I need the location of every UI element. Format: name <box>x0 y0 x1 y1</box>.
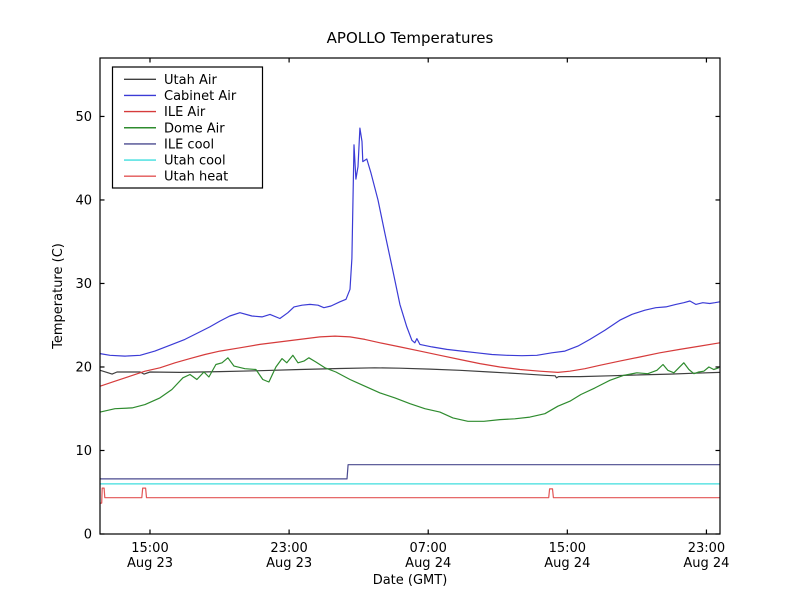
series-line-cabinet-air <box>100 127 720 357</box>
x-tick-date: Aug 23 <box>266 556 312 571</box>
series-lines <box>100 127 720 504</box>
legend-item-utah-cool: Utah cool <box>124 154 226 169</box>
legend-label: Utah heat <box>164 170 228 185</box>
x-tick-time: 23:00 <box>688 541 725 556</box>
series-line-dome-air <box>100 354 719 422</box>
legend-label: ILE cool <box>164 137 214 152</box>
y-axis-ticks: 0 10 20 30 40 50 <box>75 110 720 543</box>
legend-item-utah-heat: Utah heat <box>124 170 228 185</box>
x-tick-date: Aug 24 <box>544 556 590 571</box>
x-tick-date: Aug 24 <box>405 556 451 571</box>
series-line-utah-air <box>100 367 720 379</box>
plot-frame <box>99 57 721 535</box>
x-tick-date: Aug 24 <box>683 556 729 571</box>
x-tick-date: Aug 23 <box>127 556 173 571</box>
y-tick-label: 50 <box>75 110 92 125</box>
legend-label: ILE Air <box>164 105 206 120</box>
series-line-ile-air <box>100 335 720 387</box>
legend-item-cabinet-air: Cabinet Air <box>124 89 237 104</box>
x-tick-time: 23:00 <box>270 541 307 556</box>
legend-item-utah-air: Utah Air <box>124 73 217 88</box>
x-tick-time: 15:00 <box>549 541 586 556</box>
x-axis-label: Date (GMT) <box>373 573 448 588</box>
legend-label: Utah cool <box>164 154 226 169</box>
x-tick-time: 15:00 <box>131 541 168 556</box>
y-axis-label: Temperature (C) <box>51 243 66 350</box>
y-tick-label: 30 <box>75 277 92 292</box>
legend-label: Utah Air <box>164 73 217 88</box>
legend-label: Dome Air <box>164 121 225 136</box>
y-tick-label: 20 <box>75 360 92 375</box>
series-line-ile-cool <box>100 464 720 480</box>
y-tick-label: 10 <box>75 444 92 459</box>
legend-label: Cabinet Air <box>164 89 237 104</box>
series-line-utah-heat <box>100 487 720 504</box>
x-tick-time: 07:00 <box>409 541 446 556</box>
y-tick-label: 40 <box>75 193 92 208</box>
legend-item-ile-air: ILE Air <box>124 105 206 120</box>
y-tick-label: 0 <box>84 528 92 543</box>
legend-item-ile-cool: ILE cool <box>124 137 214 152</box>
legend-item-dome-air: Dome Air <box>124 121 225 136</box>
chart-title: APOLLO Temperatures <box>327 29 494 47</box>
